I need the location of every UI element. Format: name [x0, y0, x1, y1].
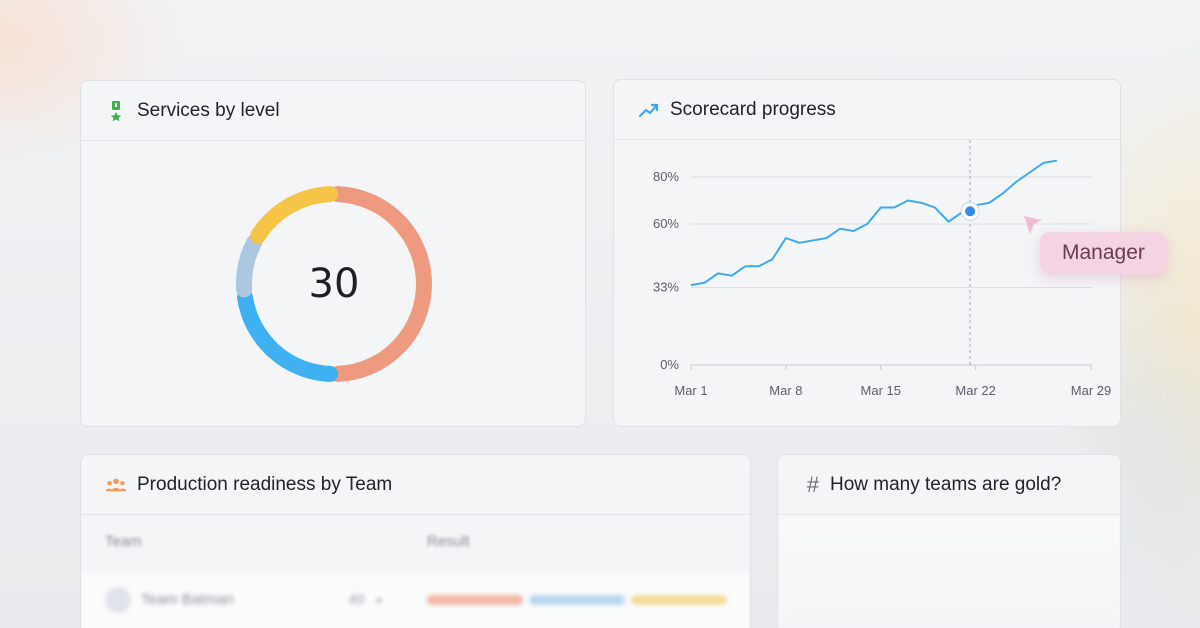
donut-segment-3[interactable]: [236, 234, 263, 298]
gold-teams-card: # How many teams are gold?: [777, 454, 1121, 628]
level-donut-chart: 30: [231, 181, 437, 387]
x-tick-label: Mar 29: [1071, 383, 1111, 398]
team-count[interactable]: 40 ▾: [349, 591, 382, 607]
team-name: Team Batman: [141, 591, 234, 608]
donut-segment-4[interactable]: [250, 186, 339, 244]
scorecard-card-title: Scorecard progress: [670, 98, 836, 120]
services-card-header: Services by level: [81, 81, 585, 141]
result-segment-3: [631, 595, 727, 605]
services-card-title: Services by level: [137, 99, 280, 121]
readiness-card-title: Production readiness by Team: [137, 473, 393, 495]
services-by-level-card: Services by level 30: [80, 80, 586, 427]
team-avatar: [105, 587, 131, 613]
x-tick-label: Mar 1: [674, 383, 707, 398]
y-tick-label: 0%: [660, 357, 679, 372]
series-line-1[interactable]: [690, 159, 1058, 287]
result-segment-2: [529, 595, 625, 605]
donut-total-value: 30: [308, 261, 360, 307]
donut-segment-1[interactable]: [329, 186, 432, 382]
table-row[interactable]: Team Batman 40 ▾: [81, 573, 750, 628]
result-segment-1: [427, 595, 523, 605]
y-tick-label: 60%: [653, 216, 679, 231]
gold-card-title: How many teams are gold?: [830, 473, 1062, 495]
team-icon: [105, 474, 127, 496]
scorecard-progress-card: Scorecard progress 0% 33% 60% 80% Mar 1 Mar 8…: [613, 79, 1121, 427]
chevron-down-icon: ▾: [376, 596, 382, 607]
donut-svg: [236, 186, 432, 382]
team-column-header: Team: [105, 533, 142, 550]
manager-tooltip: Manager: [1040, 232, 1167, 274]
highlight-point[interactable]: [965, 206, 976, 217]
y-tick-label: 33%: [653, 279, 679, 294]
scorecard-line-chart: 0% 33% 60% 80% Mar 1 Mar 8 Mar 15 Mar 22 Mar 29: [653, 140, 1111, 398]
hash-icon: #: [806, 471, 820, 497]
result-column-header: Result: [427, 533, 470, 550]
production-readiness-card: Production readiness by Team Team Result…: [80, 454, 751, 628]
cursor-pointer-icon: [1024, 216, 1042, 234]
donut-segment-2[interactable]: [236, 289, 339, 382]
trend-line-icon: [638, 99, 660, 121]
readiness-card-header: Production readiness by Team: [81, 455, 750, 515]
gold-card-header: # How many teams are gold?: [778, 455, 1120, 515]
x-tick-label: Mar 15: [861, 383, 901, 398]
y-tick-label: 80%: [653, 169, 679, 184]
x-tick-label: Mar 8: [769, 383, 802, 398]
x-tick-label: Mar 22: [955, 383, 995, 398]
gold-card-body: [778, 517, 1120, 628]
team-count-value: 40: [349, 591, 365, 607]
scorecard-card-header: Scorecard progress: [614, 80, 1120, 140]
medal-icon: [105, 100, 127, 122]
